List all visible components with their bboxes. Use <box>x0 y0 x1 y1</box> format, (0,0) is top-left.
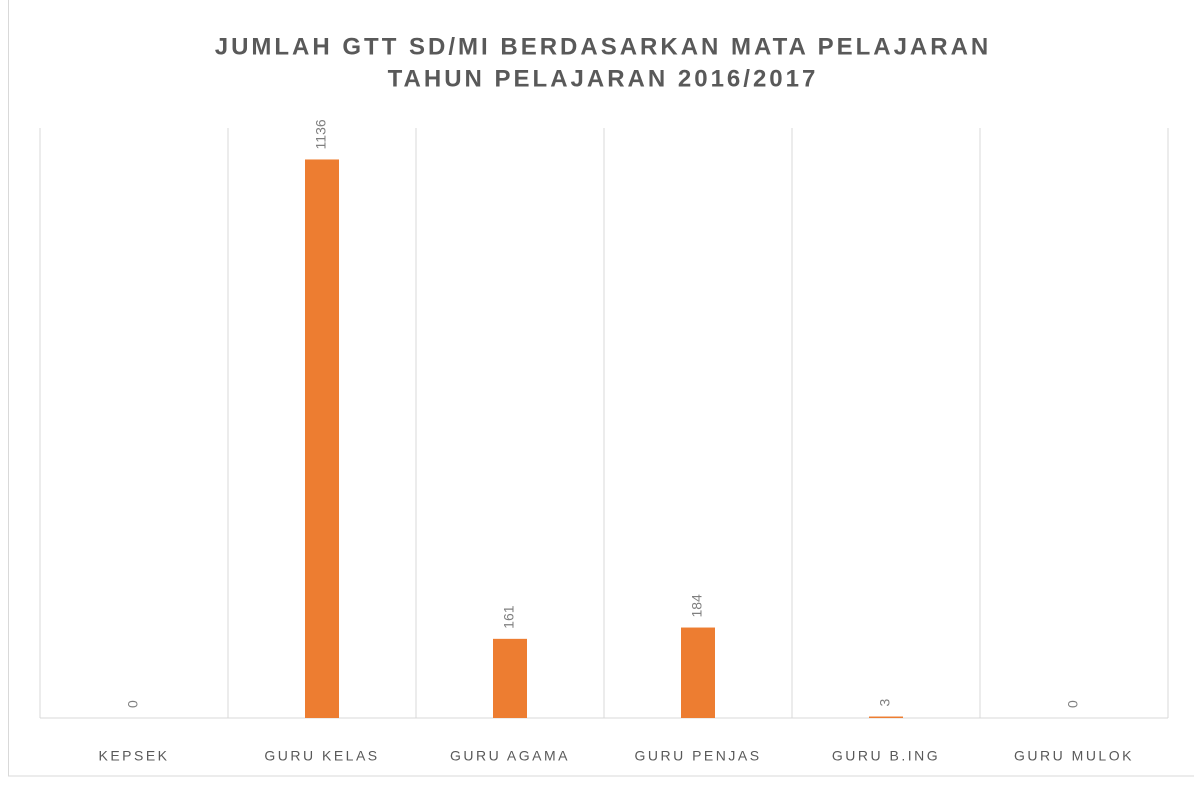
data-label: 161 <box>501 605 517 629</box>
x-tick-label: GURU MULOK <box>1014 748 1134 764</box>
chart-title: TAHUN PELAJARAN 2016/2017 <box>388 65 819 92</box>
data-label: 0 <box>1065 700 1081 708</box>
data-label: 0 <box>125 700 141 708</box>
bar <box>681 627 715 718</box>
bar <box>869 716 903 718</box>
x-tick-label: KEPSEK <box>98 748 169 764</box>
x-tick-label: GURU KELAS <box>264 748 379 764</box>
x-tick-label: GURU AGAMA <box>450 748 570 764</box>
data-label: 1136 <box>313 119 329 149</box>
chart-frame <box>8 0 1194 777</box>
x-tick-label: GURU PENJAS <box>634 748 761 764</box>
bar <box>305 159 339 718</box>
x-tick-label: GURU B.ING <box>832 748 940 764</box>
data-label: 184 <box>689 594 705 618</box>
chart-title: JUMLAH GTT SD/MI BERDASARKAN MATA PELAJA… <box>215 33 992 60</box>
bar <box>493 638 527 718</box>
data-label: 3 <box>877 699 893 707</box>
